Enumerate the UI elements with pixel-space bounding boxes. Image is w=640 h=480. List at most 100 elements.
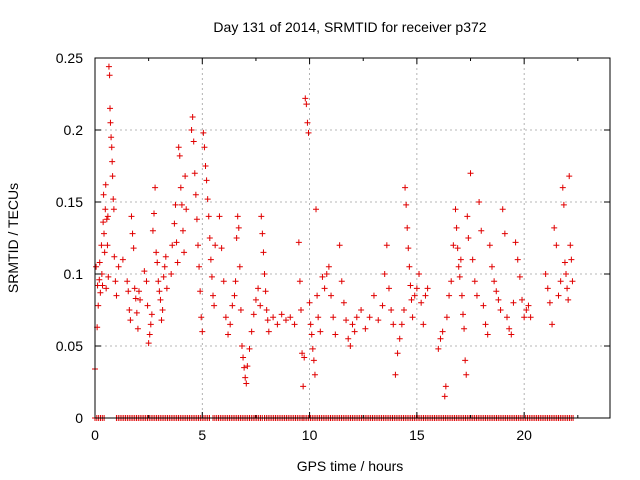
- data-point: [172, 201, 179, 208]
- data-point: [328, 292, 335, 299]
- chart-title: Day 131 of 2014, SRMTID for receiver p37…: [213, 19, 486, 35]
- y-tick-label: 0.05: [56, 338, 83, 354]
- data-point: [351, 328, 358, 335]
- x-axis-label: GPS time / hours: [297, 458, 404, 474]
- data-point: [206, 235, 213, 241]
- data-point: [460, 311, 467, 318]
- data-point: [262, 288, 269, 295]
- data-point: [148, 311, 155, 318]
- data-point: [160, 273, 167, 280]
- data-point: [338, 278, 345, 285]
- data-point: [99, 282, 106, 289]
- data-point: [205, 213, 212, 220]
- data-point: [225, 331, 232, 338]
- data-point: [261, 271, 268, 277]
- data-point: [458, 292, 465, 299]
- data-point: [420, 321, 427, 328]
- data-point: [491, 278, 498, 285]
- data-point: [317, 328, 324, 335]
- data-point: [497, 307, 504, 313]
- data-point: [168, 271, 175, 277]
- gridlines: [95, 58, 610, 418]
- data-point: [446, 292, 453, 299]
- data-point: [241, 364, 248, 371]
- data-point: [564, 285, 571, 292]
- data-point: [110, 206, 117, 213]
- data-point: [156, 288, 163, 295]
- data-point: [405, 245, 412, 252]
- data-point: [147, 321, 154, 328]
- data-point: [212, 242, 219, 249]
- data-point: [270, 314, 277, 321]
- data-point: [149, 227, 156, 234]
- data-point: [448, 278, 455, 285]
- data-point: [302, 95, 309, 102]
- data-point: [406, 263, 413, 270]
- data-point: [332, 331, 339, 338]
- y-tick-label: 0.15: [56, 194, 83, 210]
- data-point: [159, 307, 166, 313]
- data-point: [455, 263, 462, 270]
- data-point: [274, 321, 281, 328]
- data-point: [343, 317, 350, 324]
- data-point: [398, 321, 405, 328]
- data-point: [211, 302, 218, 309]
- data-point: [392, 371, 399, 378]
- data-point: [232, 278, 239, 285]
- data-point: [163, 285, 170, 292]
- data-point: [453, 224, 460, 231]
- data-point: [349, 321, 356, 328]
- data-point: [516, 273, 523, 280]
- data-point: [119, 256, 126, 263]
- data-point: [471, 278, 478, 285]
- data-point: [403, 201, 410, 208]
- x-tick-labels: 0 5 10 15 20: [91, 427, 532, 443]
- data-point: [381, 271, 388, 277]
- data-point: [437, 335, 444, 342]
- data-point: [104, 213, 111, 220]
- data-point: [298, 307, 304, 313]
- data-point: [476, 199, 483, 205]
- data-point: [478, 227, 485, 234]
- data-point: [287, 314, 294, 321]
- data-point: [104, 242, 111, 249]
- data-point: [143, 278, 150, 285]
- data-point: [315, 314, 322, 321]
- data-point: [319, 273, 326, 280]
- data-point: [542, 271, 549, 277]
- data-point: [566, 173, 573, 180]
- data-point: [439, 328, 446, 335]
- data-point: [263, 307, 270, 313]
- data-point: [469, 256, 476, 263]
- data-point: [321, 285, 328, 292]
- data-point: [169, 242, 176, 249]
- data-point: [347, 343, 354, 349]
- plot-frame: [94, 57, 611, 419]
- data-point: [323, 271, 330, 277]
- data-point: [296, 278, 303, 285]
- data-point: [252, 296, 259, 303]
- data-point: [107, 105, 114, 112]
- data-point: [260, 249, 267, 256]
- data-point: [95, 302, 102, 309]
- data-point: [435, 345, 442, 352]
- data-point: [565, 296, 572, 303]
- data-point: [301, 354, 308, 361]
- data-point: [200, 129, 207, 136]
- data-point: [561, 259, 568, 266]
- data-point: [98, 242, 105, 249]
- data-point: [250, 311, 257, 318]
- y-axis-label: SRMTID / TECUs: [5, 183, 21, 293]
- data-point: [310, 357, 317, 364]
- data-point: [362, 325, 369, 332]
- data-point: [192, 191, 199, 198]
- data-point: [151, 210, 158, 217]
- data-point: [259, 230, 266, 237]
- data-point: [385, 285, 392, 292]
- data-point: [204, 196, 211, 203]
- data-point: [201, 144, 208, 151]
- data-point: [493, 288, 500, 295]
- data-point: [124, 278, 131, 285]
- data-point: [366, 314, 373, 321]
- data-point: [216, 213, 223, 220]
